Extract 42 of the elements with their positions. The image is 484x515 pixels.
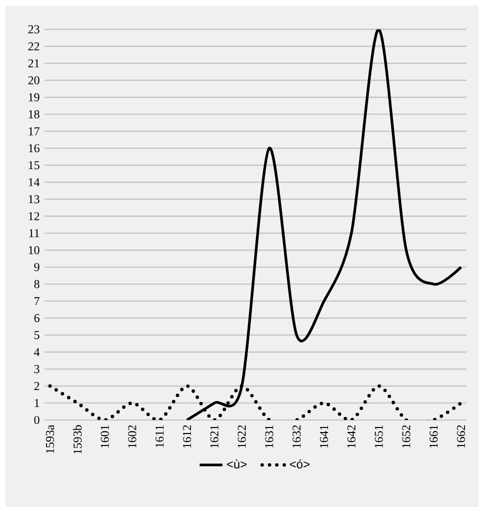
x-tick-label: 1621: [210, 425, 218, 448]
x-tick-label: 1662: [457, 425, 466, 448]
y-tick-label: 5: [34, 331, 40, 340]
legend-label: <ù>: [227, 460, 247, 468]
y-tick-label: 23: [28, 25, 40, 34]
x-tick-label: 1593a: [46, 424, 54, 453]
legend-label: <ó>: [290, 460, 310, 468]
y-tick-label: 9: [34, 263, 40, 272]
x-tick-label: 1631: [265, 425, 274, 448]
y-tick-label: 17: [28, 127, 40, 136]
y-tick-label: 21: [28, 59, 40, 68]
x-tick-label: 1652: [402, 425, 410, 448]
y-tick-label: 4: [34, 348, 40, 356]
x-tick-label: 1612: [182, 425, 192, 448]
x-tick-label: 1632: [292, 425, 301, 448]
y-tick-label: 11: [29, 229, 40, 238]
y-tick-label: 18: [28, 110, 40, 118]
y-tick-label: 15: [28, 161, 40, 170]
x-tick-label: 1651: [374, 425, 383, 448]
x-tick-label: 1593b: [73, 425, 82, 454]
x-tick-label: 1602: [128, 425, 136, 448]
y-tick-label: 2: [34, 382, 40, 390]
y-tick-label: 10: [28, 246, 40, 254]
y-tick-label: 22: [28, 42, 40, 50]
y-tick-label: 14: [28, 178, 40, 186]
y-tick-label: 3: [34, 365, 40, 374]
y-tick-label: 8: [34, 280, 40, 288]
y-tick-label: 16: [28, 144, 40, 152]
x-tick-label: 1601: [100, 425, 109, 448]
y-tick-label: 20: [28, 76, 40, 84]
y-tick-label: 6: [34, 314, 40, 322]
y-tick-label: 13: [28, 195, 40, 204]
x-tick-label: 1661: [430, 425, 438, 448]
x-tick-label: 1641: [320, 425, 328, 448]
y-tick-label: 7: [34, 297, 40, 306]
y-tick-label: 12: [28, 212, 40, 220]
y-tick-label: 0: [34, 416, 40, 424]
x-tick-label: 1642: [347, 425, 356, 448]
y-tick-label: 1: [34, 399, 40, 407]
x-tick-label: 1622: [238, 425, 246, 448]
y-tick-label: 19: [28, 93, 40, 102]
x-tick-label: 1611: [156, 425, 164, 448]
